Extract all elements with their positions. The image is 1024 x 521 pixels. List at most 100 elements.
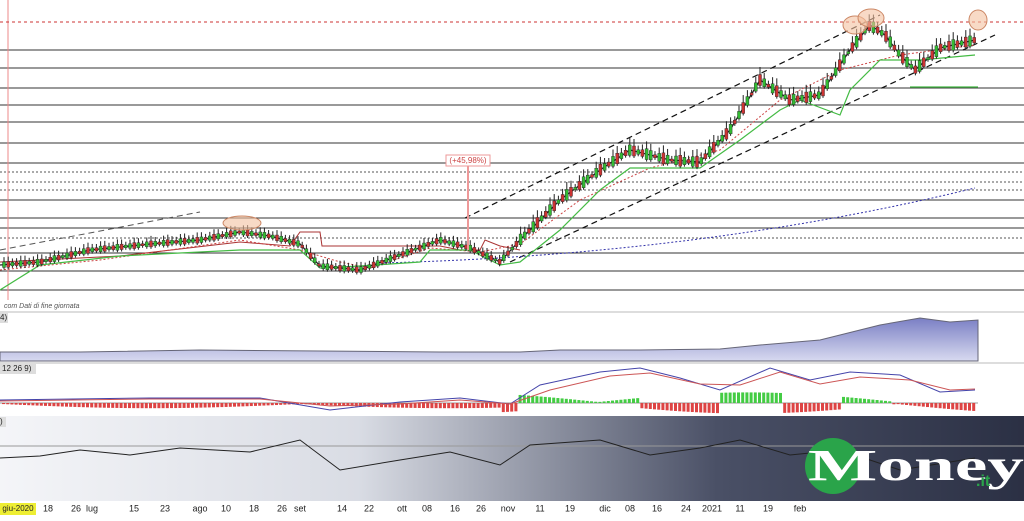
highlight xyxy=(857,8,885,28)
x-tick-label: 08 xyxy=(422,503,432,513)
macd-bar xyxy=(711,403,715,413)
macd-bar xyxy=(867,399,871,403)
macd-bar xyxy=(850,397,854,403)
macd-bar xyxy=(107,403,110,408)
candle-body xyxy=(598,164,603,176)
candle-body xyxy=(594,168,598,178)
macd-bar xyxy=(648,403,652,409)
candle-body xyxy=(413,247,418,251)
macd-bar xyxy=(871,399,875,403)
candle-body xyxy=(472,247,477,253)
candle-body xyxy=(770,83,775,94)
candle-body xyxy=(733,119,737,125)
macd-bar xyxy=(153,403,157,409)
panel-label: 4) xyxy=(0,313,7,322)
candle-body xyxy=(355,266,359,273)
macd-bar xyxy=(611,400,614,403)
candle-body xyxy=(98,245,103,252)
macd-bar xyxy=(947,403,950,409)
macd-bar xyxy=(606,401,610,403)
panel-tag xyxy=(0,364,36,374)
candle-body xyxy=(741,102,745,114)
x-tick-label: lug xyxy=(86,503,98,513)
macd-bar xyxy=(10,403,14,405)
macd-bar xyxy=(443,403,446,409)
macd-bar xyxy=(52,403,56,407)
candle-body xyxy=(699,157,703,165)
candle-body xyxy=(938,43,943,52)
macd-bar xyxy=(212,403,215,408)
x-tick-label: 14 xyxy=(337,503,347,513)
x-tick-label: nov xyxy=(501,503,516,513)
panel-label: 12 26 9) xyxy=(2,364,32,373)
x-tick-label: 26 xyxy=(71,503,81,513)
candle-body xyxy=(640,149,645,157)
candle-body xyxy=(909,64,913,69)
candle-body xyxy=(367,264,372,269)
long-ma xyxy=(379,187,976,264)
candle-body xyxy=(947,41,951,51)
candle-body xyxy=(254,232,258,236)
candle-body xyxy=(611,156,615,167)
candle-body xyxy=(279,235,283,242)
macd-bar xyxy=(413,403,417,408)
macd-bar xyxy=(602,401,606,403)
candle-body xyxy=(552,200,556,211)
x-tick-label: 08 xyxy=(625,503,635,513)
candle-body xyxy=(485,252,489,260)
macd-bar xyxy=(241,403,245,407)
candle-body xyxy=(682,157,687,165)
x-tick-label: ago xyxy=(192,503,207,513)
candle-body xyxy=(94,247,99,252)
candle-body xyxy=(44,259,48,262)
candle-body xyxy=(854,36,859,48)
candle-body xyxy=(758,74,762,86)
x-tick-label: 26 xyxy=(476,503,486,513)
x-tick-label: 22 xyxy=(364,503,374,513)
macd-bar xyxy=(249,403,253,407)
candle-body xyxy=(132,242,136,249)
macd-bar xyxy=(669,403,673,411)
macd-bar xyxy=(266,403,270,406)
macd-bar xyxy=(270,403,274,406)
macd-bar xyxy=(111,403,115,408)
highlight xyxy=(968,9,988,31)
candle-body xyxy=(170,239,174,245)
candle-body xyxy=(468,244,472,252)
candle-body xyxy=(628,144,632,156)
candle-body xyxy=(229,230,233,238)
macd-bar xyxy=(909,403,913,406)
macd-bar xyxy=(762,392,766,403)
x-axis-bar xyxy=(0,501,1024,516)
candle-body xyxy=(678,155,682,167)
macd-bar xyxy=(333,403,337,406)
candle-body xyxy=(82,248,86,255)
candle-body xyxy=(334,266,338,270)
candle-body xyxy=(262,232,267,239)
candle-body xyxy=(14,261,19,266)
candle-body xyxy=(934,45,939,57)
logo-brand: Money xyxy=(808,441,1024,490)
candle-body xyxy=(69,251,73,258)
macd-bar xyxy=(716,403,719,414)
macd-bar xyxy=(14,403,18,405)
macd-bar xyxy=(18,403,22,405)
x-tick-label: 16 xyxy=(652,503,662,513)
candle-body xyxy=(384,257,388,263)
macd-bar xyxy=(405,403,409,408)
macd-bar xyxy=(800,403,803,413)
macd-bar xyxy=(556,398,560,403)
candle-body xyxy=(476,250,481,254)
macd-bar xyxy=(283,403,287,405)
macd-bar xyxy=(447,403,451,409)
macd-bar xyxy=(485,403,488,408)
macd-bar xyxy=(56,403,60,407)
macd-bar xyxy=(476,403,480,409)
x-tick-label: 16 xyxy=(450,503,460,513)
candle-body xyxy=(119,243,124,250)
candle-body xyxy=(502,254,506,262)
candle-body xyxy=(10,262,15,267)
candle-body xyxy=(300,244,304,248)
candle-body xyxy=(52,255,57,262)
macd-bar xyxy=(157,403,161,409)
